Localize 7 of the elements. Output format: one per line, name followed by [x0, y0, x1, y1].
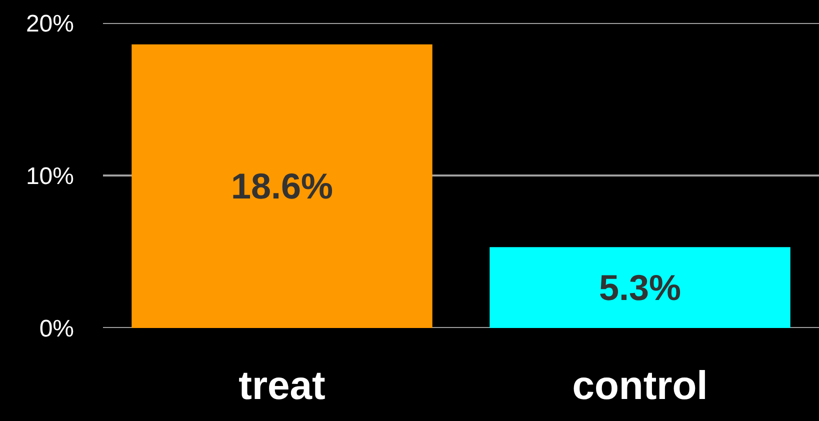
x-tick-label: treat: [238, 364, 326, 408]
data-label: 5.3%: [598, 267, 682, 308]
y-tick-label: 20%: [26, 10, 74, 38]
y-tick-label: 0%: [39, 315, 74, 342]
y-tick-label: 10%: [26, 162, 74, 190]
data-label: 18.6%: [230, 166, 334, 207]
x-tick-label: control: [572, 364, 708, 408]
